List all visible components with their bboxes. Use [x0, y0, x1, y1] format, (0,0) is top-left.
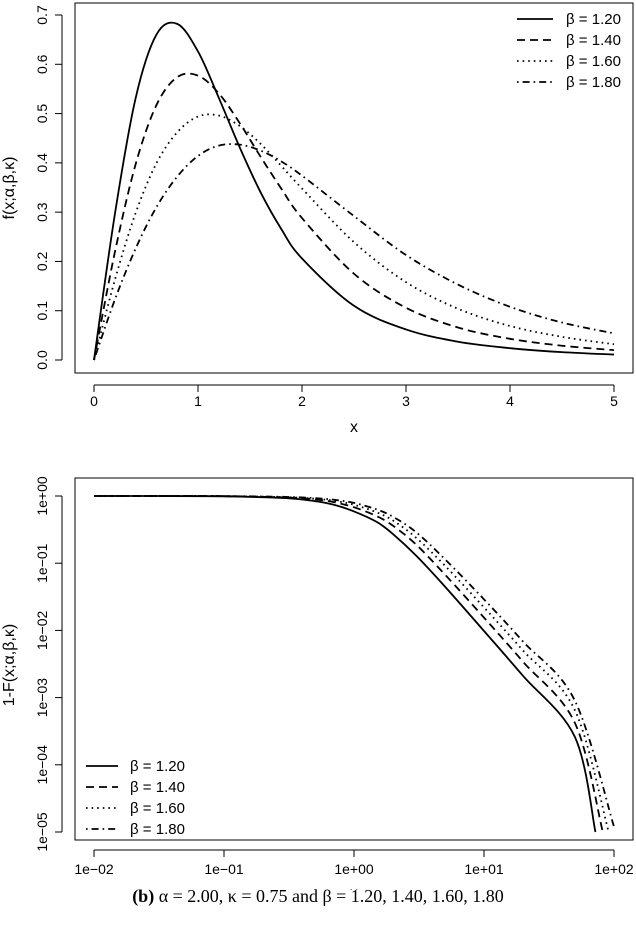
- y-tick-label: 1e−04: [34, 745, 50, 785]
- x-tick-label: 3: [402, 393, 410, 409]
- x-tick-label: 1e+02: [594, 861, 634, 877]
- series-line-1: [93, 72, 615, 361]
- x-axis-label: x: [350, 419, 358, 436]
- x-axis-label: x: [350, 885, 358, 890]
- x-tick-label: 1e−01: [204, 861, 244, 877]
- y-tick-label: 0.5: [34, 104, 50, 124]
- plot-frame: [74, 2, 634, 374]
- x-tick-label: 1e−02: [74, 861, 114, 877]
- y-tick-label: 1e−02: [34, 611, 50, 651]
- figure-caption: (b) α = 2.00, κ = 0.75 and β = 1.20, 1.4…: [0, 886, 636, 907]
- y-tick-label: 1e+00: [34, 476, 50, 516]
- legend-label: β = 1.40: [566, 32, 621, 49]
- x-tick-label: 4: [506, 393, 514, 409]
- y-tick-label: 0.2: [34, 251, 50, 271]
- y-axis-label: 1-F(x;α,β,κ): [1, 624, 18, 706]
- legend-label: β = 1.40: [130, 779, 185, 796]
- x-tick-label: 1: [194, 393, 202, 409]
- legend-label: β = 1.20: [566, 11, 621, 28]
- x-tick-label: 0: [90, 393, 98, 409]
- legend: β = 1.20 β = 1.40 β = 1.60 β = 1.80: [86, 758, 185, 838]
- legend-label: β = 1.80: [130, 821, 185, 838]
- legend-label: β = 1.60: [130, 800, 185, 817]
- y-tick-label: 1e−01: [34, 543, 50, 583]
- y-tick-label: 0.6: [34, 54, 50, 74]
- y-tick-label: 0.0: [34, 350, 50, 370]
- series-line-0: [93, 21, 615, 361]
- y-axis-label: f(x;α,β,κ): [1, 157, 18, 220]
- y-tick-label: 1e−03: [34, 678, 50, 718]
- y-tick-label: 1e−05: [34, 812, 50, 852]
- plot-frame: [74, 477, 634, 841]
- x-tick-label: 1e+01: [464, 861, 504, 877]
- survival-chart: 1e−02 1e−01 1e+00 1e+01 1e+02 1e−05 1e−04 1e−03…: [1, 476, 634, 890]
- series-line-3: [93, 495, 615, 827]
- legend-label: β = 1.20: [130, 758, 185, 775]
- density-chart: 0 1 2 3 4 50.00.10.20.30.40.50.60.7 β = 1.20β…: [1, 2, 634, 436]
- y-tick-label: 0.4: [34, 153, 50, 173]
- x-tick-label: 5: [610, 393, 618, 409]
- y-tick-label: 0.3: [34, 202, 50, 222]
- legend: β = 1.20 β = 1.40 β = 1.60 β = 1.80: [517, 11, 621, 91]
- x-tick-label: 1e+00: [334, 861, 374, 877]
- legend-label: β = 1.80: [566, 74, 621, 91]
- series-line-3: [93, 143, 615, 361]
- caption-text: α = 2.00, κ = 0.75 and β = 1.20, 1.40, 1…: [154, 886, 504, 906]
- y-tick-label: 0.7: [34, 5, 50, 25]
- y-tick-label: 0.1: [34, 301, 50, 321]
- x-tick-label: 2: [298, 393, 306, 409]
- legend-label: β = 1.60: [566, 53, 621, 70]
- series-line-2: [93, 113, 615, 361]
- caption-label: (b): [132, 886, 155, 906]
